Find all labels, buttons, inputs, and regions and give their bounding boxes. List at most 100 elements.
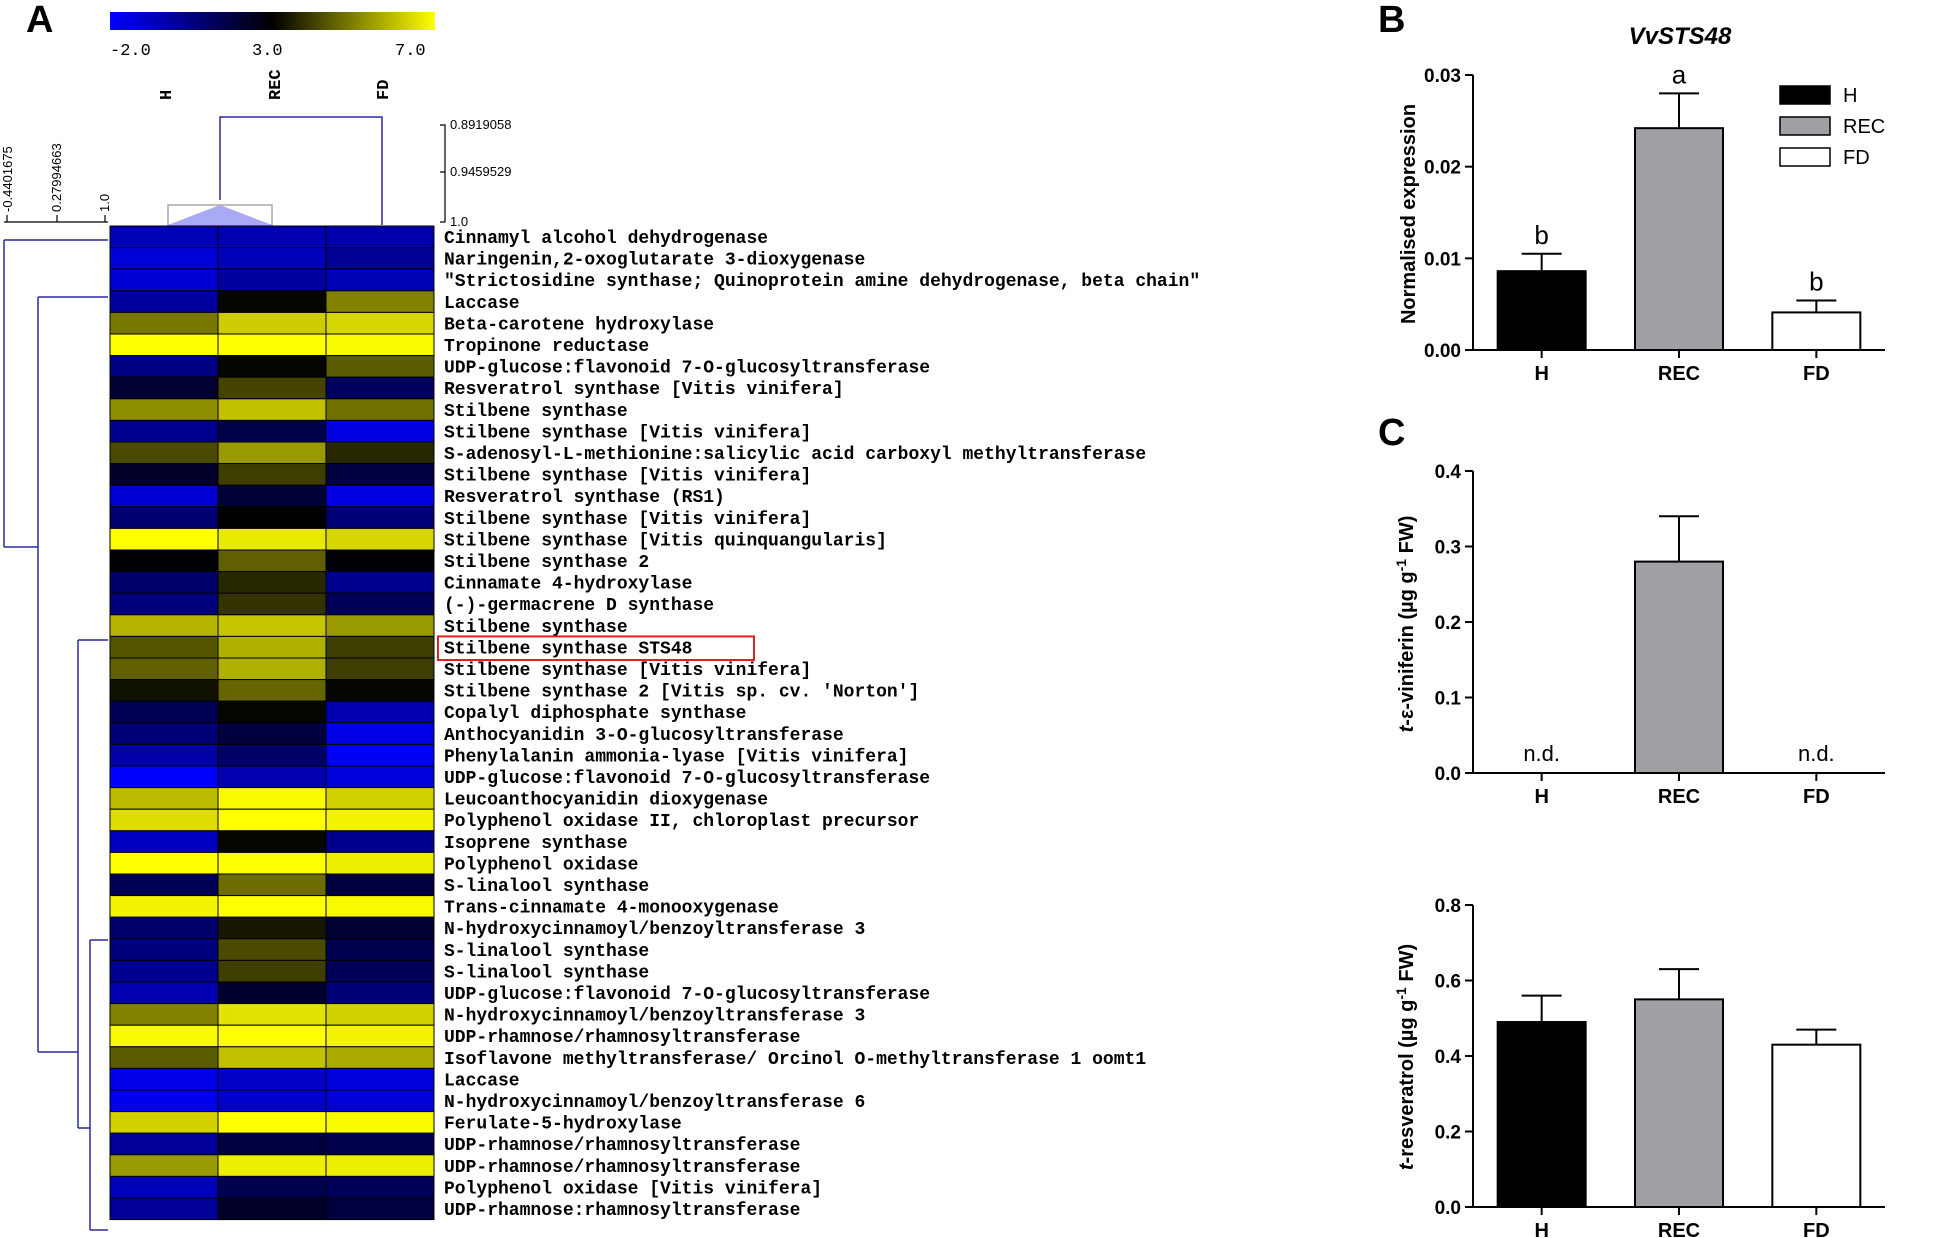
heatmap-cell-r18-fd [325, 614, 435, 637]
chart-c-top-plot: 0.0 0.1 0.2 0.3 0.4 Hn.d. REC FD n.d. [1435, 462, 1885, 808]
heatmap-cell-r3-fd [325, 290, 435, 313]
heatmap-cell-r12-fd [325, 484, 435, 508]
y-tick-label: 0.3 [1435, 538, 1461, 559]
heatmap-cell-r44-rec [217, 1175, 327, 1199]
heatmap-cell-r1-h [109, 247, 219, 270]
chart-c-bottom-ylabel-suffix: FW) [1396, 944, 1418, 987]
heatmap-cell-r45-h [109, 1197, 219, 1221]
heatmap-cell-r22-fd [325, 700, 435, 724]
chart-c-bottom-ylabel-prefix: t [1396, 1162, 1418, 1170]
heatmap-cell-r0-h [109, 225, 219, 249]
heatmap-cell-r12-h [109, 484, 219, 508]
x-tick-label-h: H [1534, 363, 1548, 385]
y-tick-label: 0.4 [1435, 1047, 1462, 1068]
heatmap-cell-r34-h [109, 959, 219, 983]
heatmap-cell-r21-fd [325, 679, 435, 702]
heatmap-cell-r35-rec [217, 981, 327, 1005]
heatmap-row-label: Polyphenol oxidase [Vitis vinifera] [444, 1179, 822, 1199]
column-label-fd: FD [375, 80, 394, 100]
heatmap-cell-r30-rec [217, 873, 327, 897]
heatmap-cell-r9-fd [325, 419, 435, 443]
legend-label-h: H [1843, 85, 1857, 107]
heatmap-cell-r39-fd [325, 1067, 435, 1091]
heatmap-cell-r44-fd [325, 1175, 435, 1199]
heatmap-cell-r6-fd [325, 355, 435, 378]
heatmap-row-label: Trans-cinnamate 4-monooxygenase [444, 899, 779, 919]
heatmap-cell-r7-fd [325, 376, 435, 400]
chart-c-bottom-plot: 0.0 0.2 0.4 0.6 0.8 H REC FD [1435, 896, 1885, 1238]
heatmap-cell-r35-h [109, 981, 219, 1005]
heatmap-cell-r40-fd [325, 1089, 435, 1113]
significance-letter-fd: b [1809, 267, 1823, 297]
chart-c-bottom-ylabel-main: -resveratrol (µg g [1396, 1000, 1418, 1164]
heatmap-cell-r5-rec [217, 333, 327, 357]
heatmap-cell-r28-h [109, 830, 219, 853]
heatmap-row-label: N-hydroxycinnamoyl/benzoyltransferase 3 [444, 920, 865, 940]
heatmap-cell-r17-fd [325, 592, 435, 616]
row-scale-left: -0.4401675 [0, 146, 15, 212]
chart-b-plot: 0.00 0.01 0.02 0.03 Hb REC a FD b [1424, 59, 1885, 385]
heatmap-cell-r36-h [109, 1003, 219, 1026]
heatmap-cell-r3-rec [217, 290, 327, 313]
heatmap-cell-r20-rec [217, 657, 327, 681]
heatmap-cell-r18-h [109, 614, 219, 637]
heatmap-cell-r41-h [109, 1111, 219, 1134]
heatmap-cell-r36-rec [217, 1003, 327, 1026]
heatmap-cell-r29-fd [325, 851, 435, 875]
heatmap-row-label: Leucoanthocyanidin dioxygenase [444, 791, 768, 811]
heatmap-cell-r39-rec [217, 1067, 327, 1091]
chart-c-top-ylabel-prefix: t [1396, 724, 1418, 732]
heatmap-cell-r25-h [109, 765, 219, 789]
heatmap-row-label: Isoprene synthase [444, 834, 628, 854]
heatmap-row-label: N-hydroxycinnamoyl/benzoyltransferase 6 [444, 1093, 865, 1113]
heatmap-cell-r24-h [109, 743, 219, 767]
heatmap-row-label: Stilbene synthase 2 [444, 553, 649, 573]
heatmap-cell-r45-fd [325, 1197, 435, 1221]
heatmap-cell-r36-fd [325, 1003, 435, 1026]
heatmap-cell-r23-h [109, 722, 219, 745]
highlight-box-sts48 [437, 635, 755, 662]
x-tick-label-h: H [1534, 786, 1548, 808]
heatmap-cell-r17-rec [217, 592, 327, 616]
heatmap-cell-r23-rec [217, 722, 327, 745]
heatmap-cell-r18-rec [217, 614, 327, 637]
x-tick-label-fd: FD [1803, 1220, 1830, 1238]
heatmap-cell-r42-h [109, 1132, 219, 1156]
heatmap-row-label: S-linalool synthase [444, 877, 649, 897]
heatmap-cell-r4-rec [217, 311, 327, 335]
x-tick-label-rec: REC [1658, 1220, 1700, 1238]
heatmap-row-label: Laccase [444, 294, 520, 314]
y-tick-label: 0.01 [1424, 249, 1461, 270]
heatmap-cell-r2-fd [325, 268, 435, 292]
chart-c-top-ylabel: t-ε-viniferin (µg g-1 FW) [1393, 516, 1418, 733]
chart-c-bottom-ylabel: t-resveratrol (µg g-1 FW) [1393, 944, 1418, 1170]
heatmap-cell-r24-rec [217, 743, 327, 767]
colorbar-mid-label: 3.0 [252, 42, 283, 61]
y-tick-label: 0.0 [1435, 1198, 1461, 1219]
heatmap-cell-r15-rec [217, 549, 327, 573]
heatmap-row-label: S-linalool synthase [444, 963, 649, 983]
bar-rec [1634, 998, 1724, 1208]
heatmap-cell-r13-h [109, 506, 219, 529]
chart-c-top-ylabel-sup: -1 [1393, 559, 1409, 572]
heatmap-cell-r16-h [109, 571, 219, 594]
heatmap-row-label: Stilbene synthase [Vitis vinifera] [444, 661, 811, 681]
chart-b-title: VvSTS48 [1629, 23, 1732, 50]
heatmap-row-labels: Cinnamyl alcohol dehydrogenaseNaringenin… [444, 229, 1200, 1221]
col-scale-bottom: 1.0 [450, 214, 468, 229]
chart-c-top-ylabel-main: -ε-viniferin (µg g [1396, 571, 1418, 725]
heatmap-cell-r20-h [109, 657, 219, 681]
x-tick-label-rec: REC [1658, 786, 1700, 808]
x-tick-label-fd: FD [1803, 786, 1830, 808]
heatmap-row-label: N-hydroxycinnamoyl/benzoyltransferase 3 [444, 1007, 865, 1027]
heatmap-cell-r27-h [109, 808, 219, 832]
chart-b-ylabel: Normalised expression [1398, 104, 1420, 324]
y-tick-label: 0.0 [1435, 764, 1461, 785]
y-tick-label: 0.00 [1424, 341, 1461, 362]
heatmap-cell-r0-rec [217, 225, 327, 249]
y-tick-label: 0.4 [1435, 462, 1462, 483]
heatmap-cell-r33-h [109, 938, 219, 961]
heatmap-cell-r5-fd [325, 333, 435, 357]
heatmap-cell-r26-h [109, 787, 219, 810]
heatmap-cell-r34-fd [325, 959, 435, 983]
